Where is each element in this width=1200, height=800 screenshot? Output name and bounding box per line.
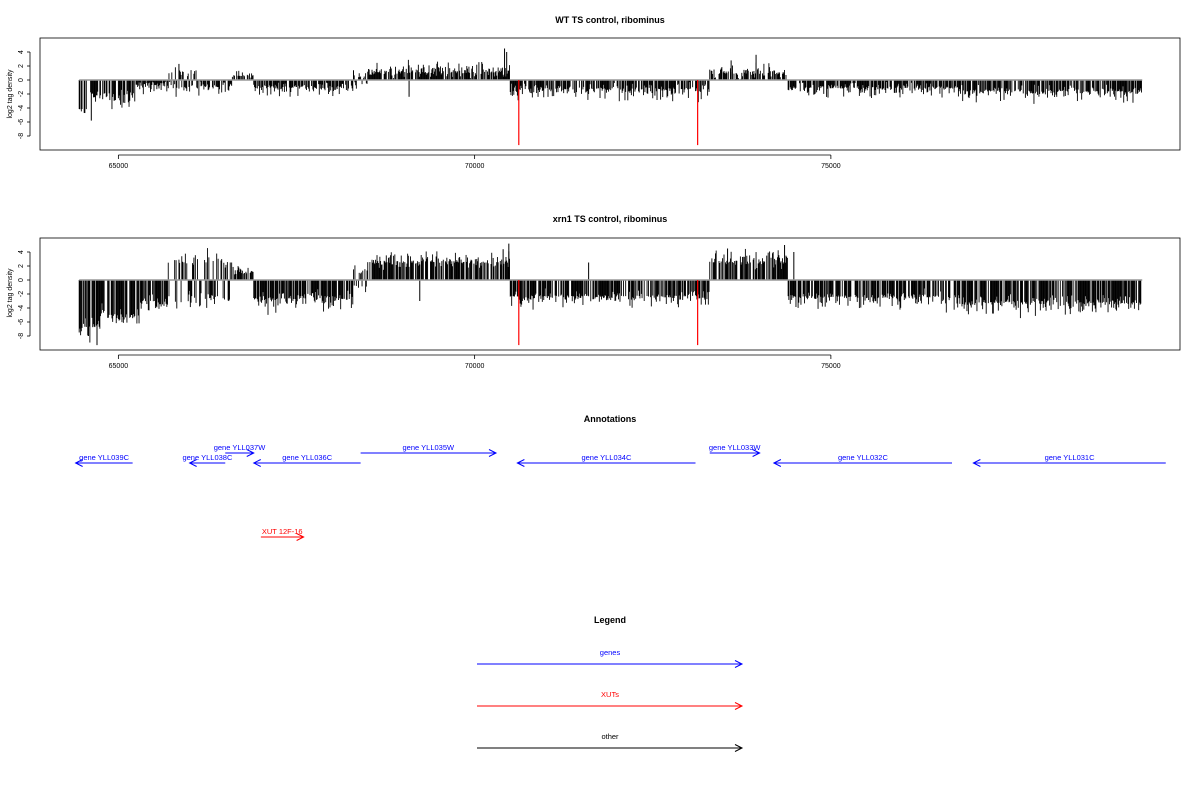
feature-gene-yll036c: gene YLL036C [252, 453, 361, 467]
legend: Legend genes XUTs other [477, 615, 744, 752]
legend-entries: genes XUTs other [477, 648, 744, 752]
feature-label: gene YLL039C [79, 453, 129, 462]
xrn1-track-y-tick-label: -6 [18, 319, 25, 325]
wt-track-y-tick-label: -6 [18, 119, 25, 125]
feature-gene-yll031c: gene YLL031C [972, 453, 1166, 467]
wt-track-y-tick-label: 4 [18, 50, 25, 54]
wt-track-ylabel: log2 tag density [7, 69, 14, 119]
xrn1-track-axes: 4 2 0 -2 -4 -6 -8 65000 70000 75000 [18, 250, 841, 370]
xrn1-track-bars [78, 243, 1143, 346]
xrn1-track-x-tick-label: 65000 [109, 363, 129, 370]
feature-xut-12f-16: XUT 12F-16 [260, 527, 305, 541]
legend-entry-label: genes [600, 648, 621, 657]
xrn1-track-y-tick-label: -8 [18, 333, 25, 339]
legend-title: Legend [594, 615, 626, 625]
xrn1-track-x-tick-label: 75000 [821, 363, 841, 370]
wt-track-x-tick-label: 70000 [465, 163, 485, 170]
wt-track-y-tick-label: -2 [18, 91, 25, 97]
xrn1-track-title: xrn1 TS control, ribominus [553, 214, 668, 224]
xrn1-track-y-tick-label: -4 [18, 305, 25, 311]
xrn1-track-panel: xrn1 TS control, ribominus log2 tag dens… [7, 214, 1181, 370]
legend-entry-genes: genes [477, 648, 744, 668]
legend-entry-xuts: XUTs [477, 690, 744, 710]
wt-track-y-tick-label: 0 [18, 78, 25, 82]
feature-label: XUT 12F-16 [262, 527, 303, 536]
xrn1-track-ylabel: log2 tag density [7, 268, 14, 318]
annotations-panel: Annotations gene YLL039C gene YLL038Cgene… [74, 414, 1166, 541]
feature-gene-yll032c: gene YLL032C [772, 453, 952, 467]
xrn1-track-plot-frame [39, 237, 1181, 351]
wt-track-plot-frame [39, 37, 1181, 151]
feature-gene-yll034c: gene YLL034C [516, 453, 696, 467]
annotations-title: Annotations [584, 414, 637, 424]
xrn1-track-y-tick-label: 4 [18, 250, 25, 254]
wt-track-bars [78, 48, 1143, 146]
legend-entry-other: other [477, 732, 744, 752]
feature-gene-yll038c: gene YLL038C [182, 453, 233, 467]
feature-label: gene YLL038C [182, 453, 232, 462]
wt-track-x-tick-label: 75000 [821, 163, 841, 170]
feature-label: gene YLL031C [1045, 453, 1095, 462]
wt-track-y-tick-label: -8 [18, 133, 25, 139]
wt-track-axes: 4 2 0 -2 -4 -6 -8 65000 70000 75000 [18, 50, 841, 170]
feature-gene-yll035w: gene YLL035W [360, 443, 498, 457]
xrn1-track-x-tick-label: 70000 [465, 363, 485, 370]
wt-track-y-tick-label: -4 [18, 105, 25, 111]
feature-label: gene YLL034C [581, 453, 631, 462]
feature-label: gene YLL035W [403, 443, 455, 452]
feature-label: gene YLL036C [282, 453, 332, 462]
xrn1-track-y-tick-label: -2 [18, 291, 25, 297]
xrn1-track-y-tick-label: 0 [18, 278, 25, 282]
legend-entry-label: XUTs [601, 690, 619, 699]
feature-label: gene YLL033W [709, 443, 761, 452]
xrn1-track-y-tick-label: 2 [18, 264, 25, 268]
wt-track-x-tick-label: 65000 [109, 163, 129, 170]
feature-label: gene YLL032C [838, 453, 888, 462]
feature-gene-yll039c: gene YLL039C [74, 453, 133, 467]
feature-gene-yll037w: gene YLL037W [214, 443, 266, 457]
wt-track-y-tick-label: 2 [18, 64, 25, 68]
legend-entry-label: other [601, 732, 619, 741]
wt-track-title: WT TS control, ribominus [555, 15, 665, 25]
feature-gene-yll033w: gene YLL033W [709, 443, 761, 457]
feature-label: gene YLL037W [214, 443, 266, 452]
wt-track-panel: WT TS control, ribominus log2 tag densit… [7, 15, 1181, 170]
